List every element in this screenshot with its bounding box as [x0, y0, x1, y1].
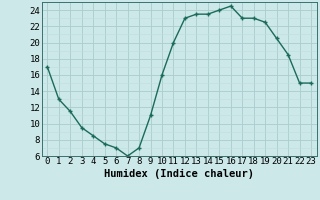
X-axis label: Humidex (Indice chaleur): Humidex (Indice chaleur): [104, 169, 254, 179]
